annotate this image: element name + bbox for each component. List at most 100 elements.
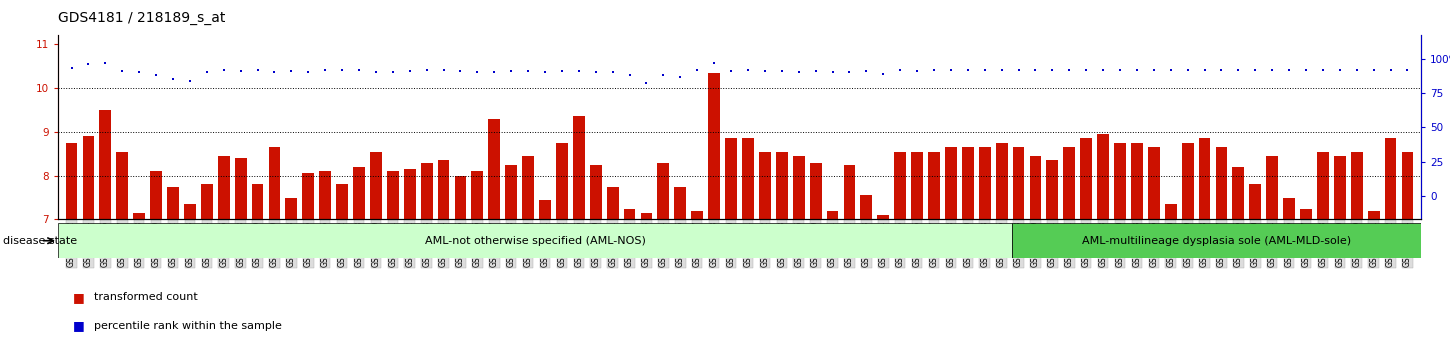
Point (280, 68, 303, 74)
Bar (1283, 198, 1295, 219)
Bar (403, 169, 416, 219)
Point (262, 70, 286, 75)
Point (1311, 67, 1334, 73)
Bar (1402, 152, 1414, 219)
Bar (489, 119, 500, 219)
Bar (116, 152, 128, 219)
Point (871, 71, 895, 77)
Text: percentile rank within the sample: percentile rank within the sample (94, 321, 283, 331)
Point (1193, 67, 1217, 73)
Bar (826, 211, 838, 219)
Point (1006, 67, 1030, 73)
Point (432, 67, 455, 73)
Point (803, 68, 826, 74)
Point (534, 70, 557, 75)
Point (364, 70, 387, 75)
Bar (151, 171, 162, 219)
Text: transformed count: transformed count (94, 292, 199, 302)
Bar (809, 162, 822, 219)
Point (229, 68, 252, 74)
Point (753, 68, 776, 74)
Point (1159, 67, 1182, 73)
Bar (961, 147, 974, 219)
Point (1295, 67, 1318, 73)
Point (635, 81, 658, 86)
Bar (202, 184, 213, 219)
Point (1057, 67, 1080, 73)
Bar (911, 152, 924, 219)
Point (703, 60, 726, 66)
Bar (657, 162, 670, 219)
Bar (928, 152, 940, 219)
Point (161, 76, 184, 82)
Bar (1030, 156, 1041, 219)
Bar (758, 152, 771, 219)
Bar (1182, 143, 1193, 219)
Point (668, 74, 692, 79)
Bar (420, 162, 432, 219)
Point (787, 70, 811, 75)
Point (1209, 67, 1232, 73)
Point (770, 68, 793, 74)
Bar (65, 143, 77, 219)
Bar (505, 165, 518, 219)
Point (1379, 67, 1402, 73)
Point (1227, 67, 1250, 73)
Bar (1351, 152, 1363, 219)
Point (516, 68, 539, 74)
Point (584, 70, 608, 75)
Point (1346, 67, 1369, 73)
Bar (1080, 138, 1092, 219)
Point (483, 70, 506, 75)
Point (212, 67, 235, 73)
Point (415, 67, 438, 73)
Bar (336, 184, 348, 219)
Point (686, 67, 709, 73)
Point (450, 68, 473, 74)
Bar (354, 167, 365, 219)
Point (618, 73, 641, 78)
Point (905, 68, 928, 74)
Bar (1148, 147, 1160, 219)
Bar (522, 156, 534, 219)
Point (838, 70, 861, 75)
Bar (590, 165, 602, 219)
Bar (895, 152, 906, 219)
Point (990, 67, 1014, 73)
Point (956, 67, 979, 73)
Point (381, 70, 405, 75)
Point (1074, 67, 1098, 73)
Bar (742, 138, 754, 219)
Bar (1266, 156, 1277, 219)
Text: disease state: disease state (3, 236, 77, 246)
Point (1125, 67, 1148, 73)
Bar (641, 213, 652, 219)
Bar (184, 204, 196, 219)
Point (196, 70, 219, 75)
Point (1260, 67, 1283, 73)
Bar (725, 138, 737, 219)
Bar (58, 223, 1012, 258)
Point (145, 73, 168, 78)
Point (973, 67, 996, 73)
Bar (1317, 152, 1328, 219)
Point (77, 61, 100, 67)
Bar (793, 156, 805, 219)
Point (1396, 67, 1420, 73)
Bar (708, 73, 721, 219)
Bar (167, 187, 178, 219)
Point (110, 68, 133, 74)
Bar (471, 171, 483, 219)
Bar (83, 136, 94, 219)
Point (399, 68, 422, 74)
Bar (692, 211, 703, 219)
Text: AML-not otherwise specified (AML-NOS): AML-not otherwise specified (AML-NOS) (425, 236, 645, 246)
Bar (539, 200, 551, 219)
Point (652, 73, 676, 78)
Bar (303, 173, 315, 219)
Bar (1063, 147, 1076, 219)
Point (922, 67, 945, 73)
Point (737, 67, 760, 73)
Point (889, 67, 912, 73)
Point (1092, 67, 1115, 73)
